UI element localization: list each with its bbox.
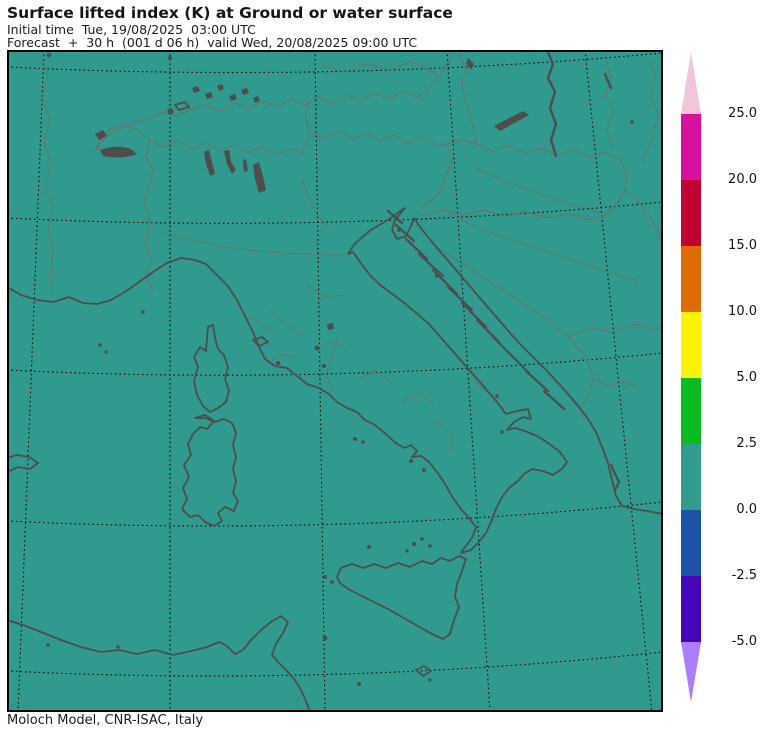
region-borders (244, 284, 505, 452)
colorbar-up-arrow (681, 52, 701, 114)
map-sea (7, 50, 663, 712)
page-title: Surface lifted index (K) at Ground or wa… (7, 4, 453, 22)
danube-river (545, 50, 613, 158)
colorbar-tick-label: 0.0 (736, 502, 757, 517)
lakes (95, 58, 529, 368)
colorbar-tick-label: 2.5 (736, 436, 757, 451)
colorbar: 25.0 20.0 15.0 10.0 5.0 2.5 0.0 -2.5 -5.0 (677, 50, 760, 712)
colorbar-segment (681, 444, 701, 510)
colorbar-tick-label: 15.0 (728, 238, 757, 253)
forecast-line: Forecast + 30 h (001 d 06 h) valid Wed, … (7, 35, 418, 50)
colorbar-tick-label: 10.0 (728, 304, 757, 319)
colorbar-tick-label: 5.0 (736, 370, 757, 385)
colorbar-tick-label: -2.5 (731, 568, 757, 583)
colorbar-segment (681, 510, 701, 576)
rivers (40, 55, 659, 712)
initial-time-line: Initial time Tue, 19/08/2025 03:00 UTC (7, 22, 256, 37)
small-islands (46, 52, 634, 686)
colorbar-tick-label: 25.0 (728, 106, 757, 121)
adriatic-islands (386, 209, 621, 492)
coastlines (7, 101, 663, 712)
map-canvas (7, 50, 663, 712)
colorbar-segment (681, 114, 701, 180)
credit-line: Moloch Model, CNR-ISAC, Italy (7, 713, 204, 728)
colorbar-tick-label: -5.0 (731, 634, 757, 649)
map-frame (7, 50, 663, 712)
colorbar-segment (681, 576, 701, 642)
colorbar-down-arrow (681, 642, 701, 702)
colorbar-segment (681, 312, 701, 378)
colorbar-segment (681, 378, 701, 444)
colorbar-segment (681, 246, 701, 312)
colorbar-segment (681, 180, 701, 246)
colorbar-tick-label: 20.0 (728, 172, 757, 187)
country-borders (94, 50, 663, 421)
graticule (7, 50, 663, 712)
